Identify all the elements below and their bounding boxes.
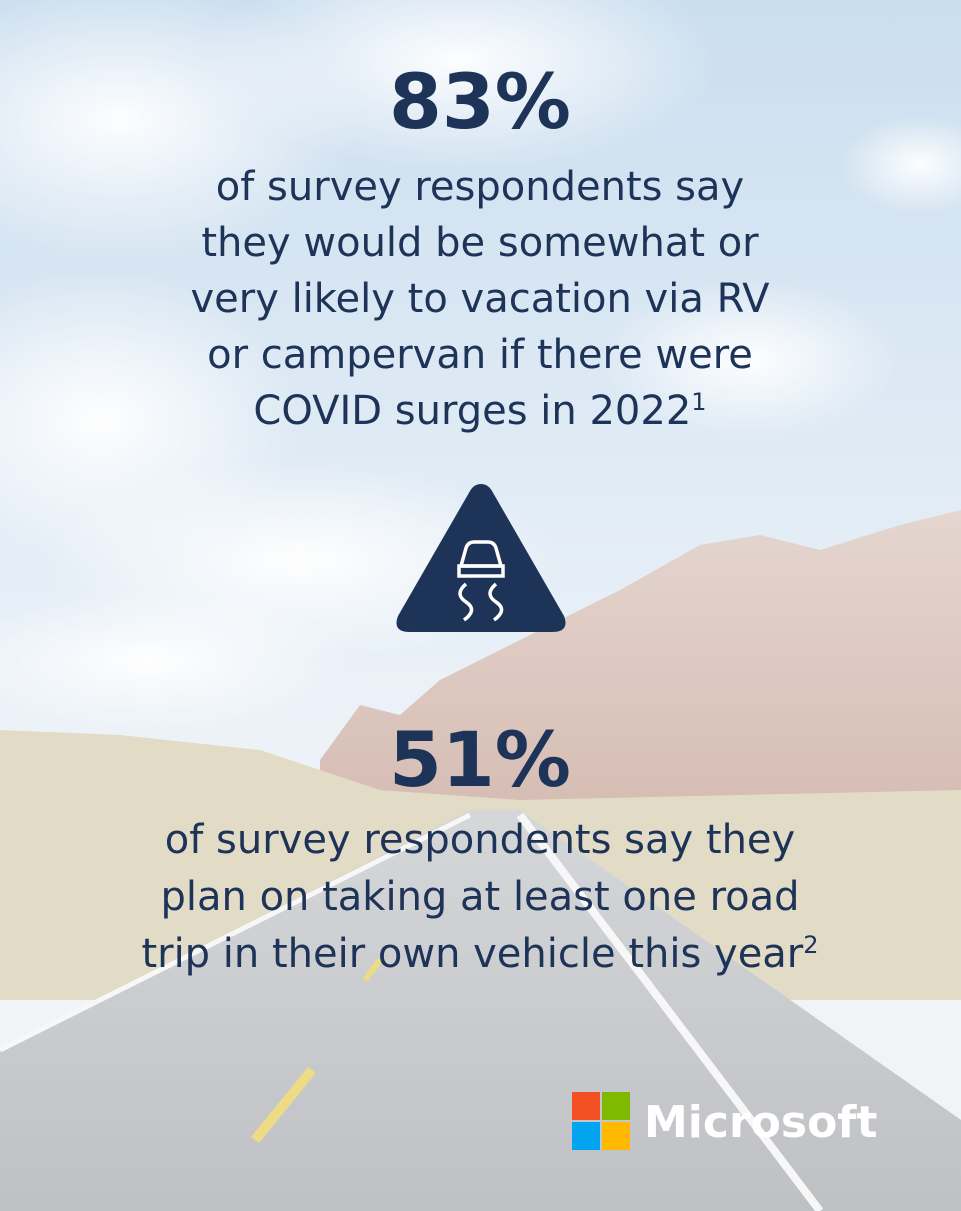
- brand-name: Microsoft: [644, 1097, 877, 1148]
- stat-text-line: trip in their own vehicle this year: [141, 931, 803, 977]
- stat-text: of survey respondents say: [216, 164, 744, 210]
- stat-text: trip in their own vehicle this year2: [141, 931, 818, 977]
- stat-value: 51%: [389, 715, 571, 804]
- page: 83% of survey respondents say they would…: [0, 0, 961, 1211]
- stat-text: plan on taking at least one road: [160, 874, 799, 920]
- stat-text: COVID surges in 20221: [253, 388, 706, 434]
- footnote: 1: [691, 388, 706, 416]
- stat-text: they would be somewhat or: [201, 220, 759, 266]
- footnote: 2: [803, 931, 818, 959]
- infographic: 83% of survey respondents say they would…: [0, 0, 961, 1211]
- stat-value: 83%: [389, 57, 571, 146]
- stat-text: of survey respondents say they: [165, 817, 795, 863]
- stat-text: very likely to vacation via RV: [190, 276, 770, 322]
- stat-text: or campervan if there were: [207, 332, 753, 378]
- stat-text-line: COVID surges in 2022: [253, 388, 691, 434]
